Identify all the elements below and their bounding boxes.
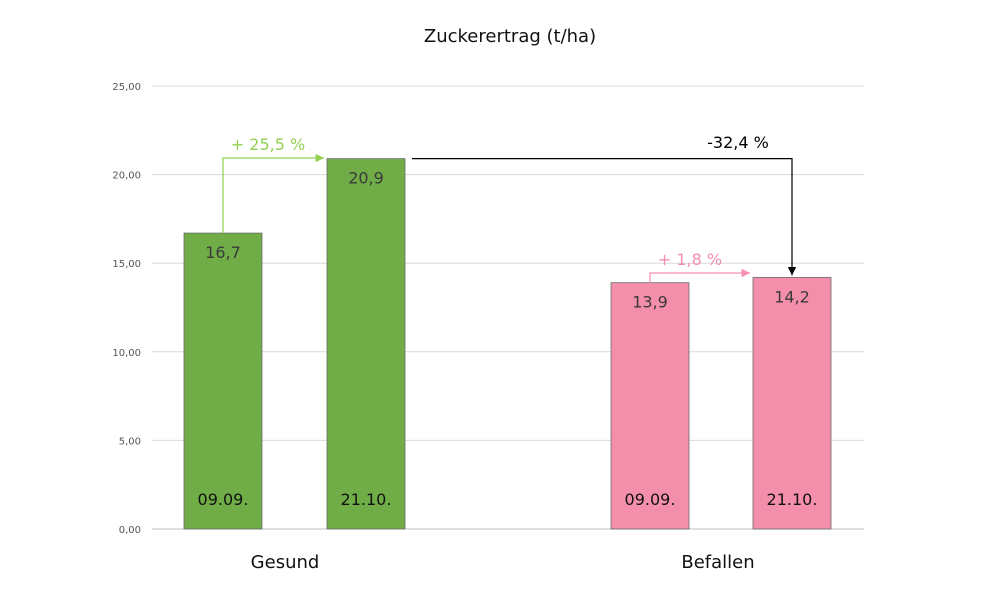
y-tick-label: 20,00 — [112, 171, 141, 182]
bar — [183, 232, 263, 530]
date-label: 21.10. — [341, 490, 392, 509]
y-tick-label: 15,00 — [112, 259, 141, 270]
date-label: 21.10. — [767, 490, 818, 509]
chart-title: Zuckerertrag (t/ha) — [424, 26, 596, 47]
value-label: 14,2 — [774, 287, 810, 306]
growth-arrow — [649, 268, 750, 283]
y-tick-label: 25,00 — [112, 82, 141, 93]
difference-arrow — [412, 158, 797, 276]
growth-annotation: + 1,8 % — [658, 250, 722, 269]
gridlines: 0,00 5,00 10,00 15,00 20,00 25,00 — [112, 82, 864, 536]
value-label: 20,9 — [348, 169, 384, 188]
annotations: + 25,5 % + 1,8 % -32,4 % — [222, 133, 797, 283]
y-tick-label: 0,00 — [119, 525, 141, 536]
value-label: 13,9 — [632, 293, 668, 312]
value-label: 16,7 — [205, 243, 241, 262]
labels: 16,7 09.09. 20,9 21.10. Gesund 13,9 09.09. 14,2… — [198, 169, 818, 573]
growth-annotation: + 25,5 % — [231, 135, 305, 154]
date-label: 09.09. — [198, 490, 249, 509]
bar — [610, 282, 690, 530]
y-tick-label: 10,00 — [112, 348, 141, 359]
bar — [752, 276, 832, 530]
date-label: 09.09. — [625, 490, 676, 509]
difference-annotation: -32,4 % — [707, 133, 769, 152]
bars — [183, 158, 832, 530]
category-label: Gesund — [251, 552, 320, 573]
y-tick-label: 5,00 — [119, 436, 141, 447]
growth-arrow — [222, 153, 324, 234]
category-label: Befallen — [681, 552, 754, 573]
bar — [326, 158, 406, 530]
